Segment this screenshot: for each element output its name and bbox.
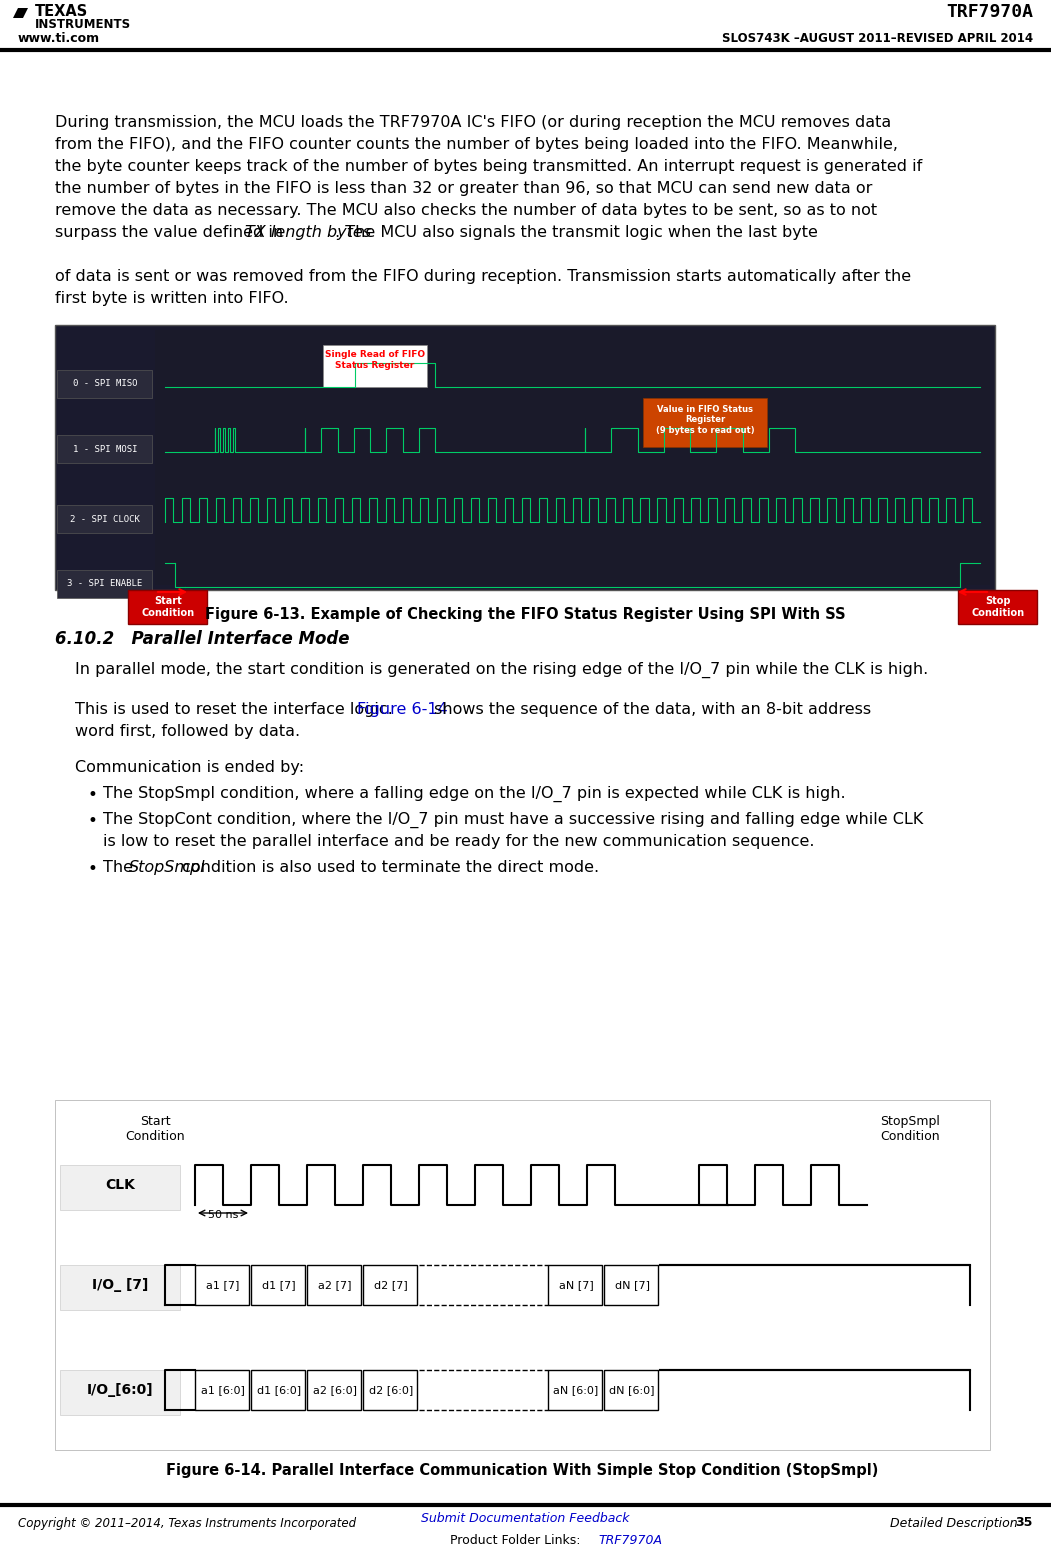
Text: During transmission, the MCU loads the TRF7970A IC's FIFO (or during reception t: During transmission, the MCU loads the T… [55, 116, 891, 130]
FancyBboxPatch shape [604, 1264, 658, 1305]
Text: Stop
Condition: Stop Condition [971, 596, 1025, 617]
FancyBboxPatch shape [60, 1371, 180, 1415]
Text: is low to reset the parallel interface and be ready for the new communication se: is low to reset the parallel interface a… [103, 835, 815, 849]
Text: 6.10.2   Parallel Interface Mode: 6.10.2 Parallel Interface Mode [55, 630, 350, 649]
Text: www.ti.com: www.ti.com [18, 31, 100, 44]
FancyBboxPatch shape [307, 1264, 360, 1305]
Text: CLK: CLK [105, 1179, 135, 1193]
FancyBboxPatch shape [57, 370, 152, 399]
Text: from the FIFO), and the FIFO counter counts the number of bytes being loaded int: from the FIFO), and the FIFO counter cou… [55, 138, 898, 152]
Text: Copyright © 2011–2014, Texas Instruments Incorporated: Copyright © 2011–2014, Texas Instruments… [18, 1516, 356, 1530]
Text: . The MCU also signals the transmit logic when the last byte: . The MCU also signals the transmit logi… [335, 225, 818, 241]
Text: The: The [103, 860, 138, 875]
Text: dN [7]: dN [7] [615, 1280, 650, 1289]
Text: •: • [88, 786, 98, 803]
Text: 2 - SPI CLOCK: 2 - SPI CLOCK [70, 514, 140, 524]
FancyBboxPatch shape [57, 570, 152, 599]
Text: I/O_ [7]: I/O_ [7] [91, 1279, 148, 1293]
Text: Product Folder Links:: Product Folder Links: [450, 1533, 584, 1546]
FancyBboxPatch shape [57, 505, 152, 533]
Text: condition is also used to terminate the direct mode.: condition is also used to terminate the … [177, 860, 599, 875]
Text: aN [7]: aN [7] [559, 1280, 594, 1289]
FancyBboxPatch shape [128, 589, 207, 624]
Text: 50 ns: 50 ns [208, 1210, 239, 1221]
Text: INSTRUMENTS: INSTRUMENTS [35, 19, 131, 31]
Text: a2 [6:0]: a2 [6:0] [313, 1385, 357, 1396]
FancyBboxPatch shape [195, 1264, 249, 1305]
Text: TEXAS: TEXAS [35, 5, 88, 19]
Text: the number of bytes in the FIFO is less than 32 or greater than 96, so that MCU : the number of bytes in the FIFO is less … [55, 181, 872, 195]
Text: Figure 6-14: Figure 6-14 [357, 702, 448, 717]
Text: 1 - SPI MOSI: 1 - SPI MOSI [73, 444, 138, 453]
FancyBboxPatch shape [55, 325, 995, 589]
Text: of data is sent or was removed from the FIFO during reception. Transmission star: of data is sent or was removed from the … [55, 269, 911, 284]
Text: TRF7970A: TRF7970A [598, 1533, 662, 1546]
FancyBboxPatch shape [548, 1264, 602, 1305]
Text: remove the data as necessary. The MCU also checks the number of data bytes to be: remove the data as necessary. The MCU al… [55, 203, 878, 217]
Text: Communication is ended by:: Communication is ended by: [75, 760, 304, 775]
FancyBboxPatch shape [307, 1371, 360, 1410]
Text: StopSmpl: StopSmpl [129, 860, 206, 875]
Text: Value in FIFO Status
Register
(9 bytes to read out): Value in FIFO Status Register (9 bytes t… [656, 405, 755, 435]
Text: Start
Condition: Start Condition [125, 1114, 185, 1143]
Text: TRF7970A: TRF7970A [946, 3, 1033, 20]
Text: Figure 6-13. Example of Checking the FIFO Status Register Using SPI With SS: Figure 6-13. Example of Checking the FIF… [205, 608, 845, 622]
Text: 3 - SPI ENABLE: 3 - SPI ENABLE [67, 580, 143, 589]
Text: SLOS743K –AUGUST 2011–REVISED APRIL 2014: SLOS743K –AUGUST 2011–REVISED APRIL 2014 [722, 31, 1033, 44]
Text: This is used to reset the interface logic.: This is used to reset the interface logi… [75, 702, 398, 717]
Text: 35: 35 [1015, 1516, 1033, 1530]
FancyBboxPatch shape [959, 589, 1037, 624]
Text: Single Read of FIFO
Status Register: Single Read of FIFO Status Register [325, 350, 425, 370]
FancyBboxPatch shape [643, 399, 767, 447]
Text: d2 [6:0]: d2 [6:0] [369, 1385, 413, 1396]
Text: •: • [88, 860, 98, 878]
Text: The StopSmpl condition, where a falling edge on the I/O_7 pin is expected while : The StopSmpl condition, where a falling … [103, 786, 846, 802]
Text: a1 [6:0]: a1 [6:0] [201, 1385, 245, 1396]
Text: 0 - SPI MISO: 0 - SPI MISO [73, 380, 138, 389]
FancyBboxPatch shape [604, 1371, 658, 1410]
FancyBboxPatch shape [57, 435, 152, 463]
Text: The StopCont condition, where the I/O_7 pin must have a successive rising and fa: The StopCont condition, where the I/O_7 … [103, 813, 923, 828]
FancyBboxPatch shape [251, 1264, 305, 1305]
Text: Detailed Description: Detailed Description [890, 1516, 1017, 1530]
Text: I/O_[6:0]: I/O_[6:0] [86, 1383, 153, 1397]
Text: StopSmpl
Condition: StopSmpl Condition [880, 1114, 940, 1143]
FancyBboxPatch shape [60, 1164, 180, 1210]
FancyBboxPatch shape [195, 1371, 249, 1410]
Polygon shape [13, 8, 28, 19]
Text: the byte counter keeps track of the number of bytes being transmitted. An interr: the byte counter keeps track of the numb… [55, 159, 922, 173]
Text: d1 [6:0]: d1 [6:0] [256, 1385, 301, 1396]
Text: Submit Documentation Feedback: Submit Documentation Feedback [420, 1511, 630, 1524]
Text: word first, followed by data.: word first, followed by data. [75, 724, 301, 739]
Text: Start
Condition: Start Condition [142, 596, 194, 617]
Text: In parallel mode, the start condition is generated on the rising edge of the I/O: In parallel mode, the start condition is… [75, 663, 928, 678]
FancyBboxPatch shape [60, 1264, 180, 1310]
FancyBboxPatch shape [548, 1371, 602, 1410]
Text: aN [6:0]: aN [6:0] [554, 1385, 599, 1396]
Text: d2 [7]: d2 [7] [374, 1280, 408, 1289]
Text: dN [6:0]: dN [6:0] [610, 1385, 655, 1396]
Text: shows the sequence of the data, with an 8-bit address: shows the sequence of the data, with an … [429, 702, 871, 717]
FancyBboxPatch shape [363, 1371, 417, 1410]
FancyBboxPatch shape [323, 345, 427, 388]
FancyBboxPatch shape [363, 1264, 417, 1305]
FancyBboxPatch shape [154, 330, 990, 585]
Text: a2 [7]: a2 [7] [318, 1280, 352, 1289]
FancyBboxPatch shape [55, 1100, 990, 1450]
Text: a1 [7]: a1 [7] [206, 1280, 240, 1289]
Text: d1 [7]: d1 [7] [262, 1280, 295, 1289]
FancyBboxPatch shape [251, 1371, 305, 1410]
Text: •: • [88, 813, 98, 830]
Text: first byte is written into FIFO.: first byte is written into FIFO. [55, 291, 289, 306]
Text: Figure 6-14. Parallel Interface Communication With Simple Stop Condition (StopSm: Figure 6-14. Parallel Interface Communic… [166, 1463, 879, 1477]
Text: TX length bytes: TX length bytes [245, 225, 371, 241]
Text: surpass the value defined in: surpass the value defined in [55, 225, 288, 241]
